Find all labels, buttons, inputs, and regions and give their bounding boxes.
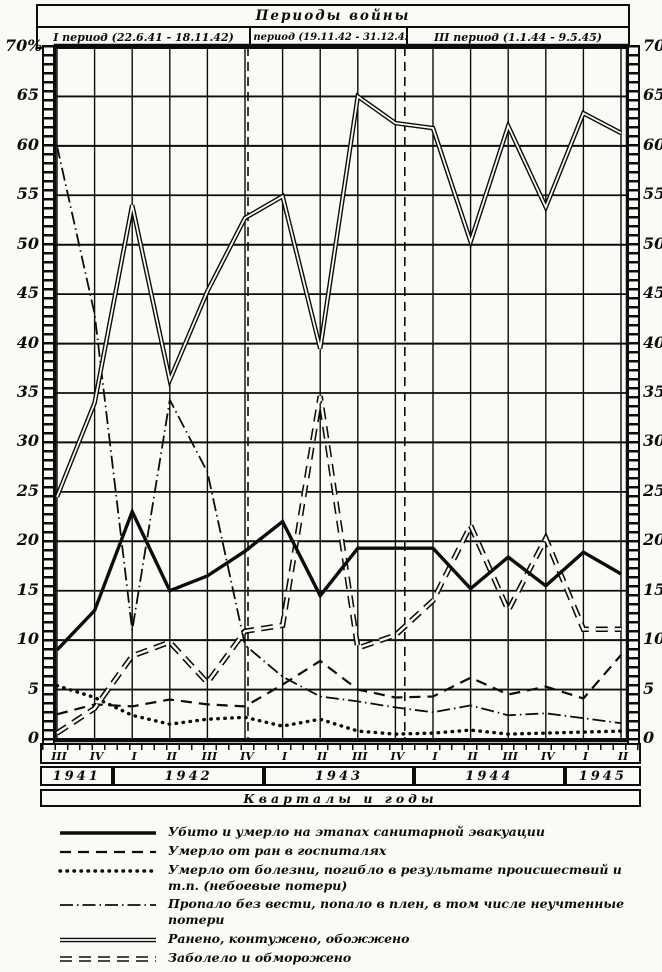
legend-item-died-of-disease: Умерло от болезни, погибло в результате …	[58, 862, 628, 893]
y-tick-label-right-35: 35	[643, 382, 662, 401]
legend-item-killed: Убито и умерло на этапах санитарной эвак…	[58, 824, 628, 840]
year-label-1943: 1943	[263, 766, 415, 786]
legend-label: Умерло от ран в госпиталях	[168, 843, 387, 858]
legend-label: Убито и умерло на этапах санитарной эвак…	[168, 824, 545, 839]
series-sick-line-core	[56, 395, 621, 735]
quarter-label: II	[617, 750, 629, 763]
y-tick-label-left-20: 20	[16, 530, 39, 550]
legend-label: Заболело и обморожено	[168, 949, 352, 965]
legend-swatch-dashdot	[60, 904, 156, 907]
series-missing-line	[56, 145, 622, 725]
y-tick-label-left-25: 25	[16, 480, 39, 500]
legend-swatch-dotted	[58, 869, 158, 873]
legend-label: Пропало без вести, попало в плен, в том …	[168, 896, 625, 927]
y-tick-label-right-15: 15	[643, 579, 662, 599]
y-tick-label-left-0: 0	[27, 728, 39, 747]
y-tick-label-right-40: 40	[643, 332, 662, 352]
quarter-label: II	[467, 750, 478, 763]
quarter-label: IV	[240, 750, 254, 763]
year-label-1941: 1941	[40, 766, 114, 786]
y-tick-label-right-45: 45	[643, 283, 662, 303]
quarter-label: I	[432, 750, 438, 763]
y-tick-label-right-25: 25	[643, 480, 662, 500]
y-tick-label-left-50: 50	[16, 233, 39, 253]
quarters-strip: III IV I II III IV I II III IV I II III IV I II	[40, 743, 641, 764]
y-tick-label-left-35: 35	[16, 382, 39, 401]
quarter-label: I	[582, 750, 588, 763]
quarter-label: II	[317, 750, 328, 763]
legend-item-sick: Заболело и обморожено	[58, 950, 628, 966]
y-tick-label-left-15: 15	[16, 579, 39, 599]
legend-item-wounded: Ранено, контужено, обожжено	[58, 931, 628, 947]
series-wounded-line-core	[56, 94, 622, 498]
y-tick-label-left-70: 70%	[5, 36, 43, 55]
legend-item-died-of-wounds: Умерло от ран в госпиталях	[58, 843, 628, 859]
year-label-1942: 1942	[113, 766, 264, 786]
series-killed-line	[55, 507, 622, 652]
quarter-label: III	[51, 750, 67, 763]
legend-swatch-double	[60, 937, 156, 942]
series-died-of-wounds-line	[56, 654, 622, 716]
quarter-label: I	[282, 750, 288, 763]
quarter-label: III	[352, 750, 368, 763]
chart-svg	[53, 43, 629, 743]
y-tick-label-left-10: 10	[16, 629, 39, 649]
quarter-label: III	[201, 750, 218, 763]
series-sick-line	[55, 395, 621, 736]
quarter-label: I	[131, 750, 137, 763]
quarter-label: II	[166, 750, 177, 763]
x-axis-caption: Кварталы и годы	[40, 789, 641, 807]
legend-item-missing: Пропало без вести, попало в плен, в том …	[58, 896, 628, 927]
series-died-of-disease-line	[55, 683, 623, 736]
y-tick-label-right-30: 30	[643, 431, 662, 451]
y-tick-label-right-10: 10	[643, 629, 662, 649]
legend-label: Ранено, контужено, обожжено	[168, 930, 410, 946]
y-tick-label-right-0: 0	[643, 728, 655, 747]
legend-swatch-dashed	[60, 850, 156, 854]
year-label-1945: 1945	[564, 766, 641, 786]
y-tick-label-left-60: 60	[16, 134, 39, 154]
y-tick-label-right-60: 60	[643, 134, 662, 154]
quarter-ruler-ticks	[42, 745, 639, 750]
y-tick-label-right-55: 55	[643, 184, 662, 204]
y-tick-label-right-70: 70°	[643, 36, 662, 55]
y-tick-label-left-5: 5	[27, 678, 39, 698]
legend-swatch-double-dash	[60, 955, 156, 962]
y-tick-label-left-40: 40	[16, 332, 39, 352]
y-tick-label-left-45: 45	[16, 283, 39, 303]
quarter-label: IV	[89, 750, 104, 763]
quarter-label: III	[502, 750, 518, 763]
series-wounded-line	[54, 92, 623, 498]
y-tick-label-right-5: 5	[643, 678, 655, 698]
y-tick-label-left-30: 30	[16, 431, 39, 451]
years-strip: 1941 1942 1943 1944 1945	[40, 766, 641, 786]
y-tick-label-right-20: 20	[643, 530, 662, 550]
year-label-1944: 1944	[414, 766, 565, 786]
y-tick-label-left-65: 65	[16, 85, 39, 105]
quarter-label: IV	[390, 750, 405, 763]
legend-swatch-solid-thick	[60, 831, 156, 835]
plot-border	[53, 43, 629, 743]
y-tick-label-right-65: 65	[643, 85, 662, 105]
legend-label: Умерло от болезни, погибло в результате …	[168, 862, 622, 893]
y-tick-label-left-55: 55	[16, 184, 39, 204]
y-tick-label-right-50: 50	[643, 233, 662, 253]
quarter-label: IV	[540, 750, 555, 763]
legend: Убито и умерло на этапах санитарной эвак…	[58, 824, 628, 966]
